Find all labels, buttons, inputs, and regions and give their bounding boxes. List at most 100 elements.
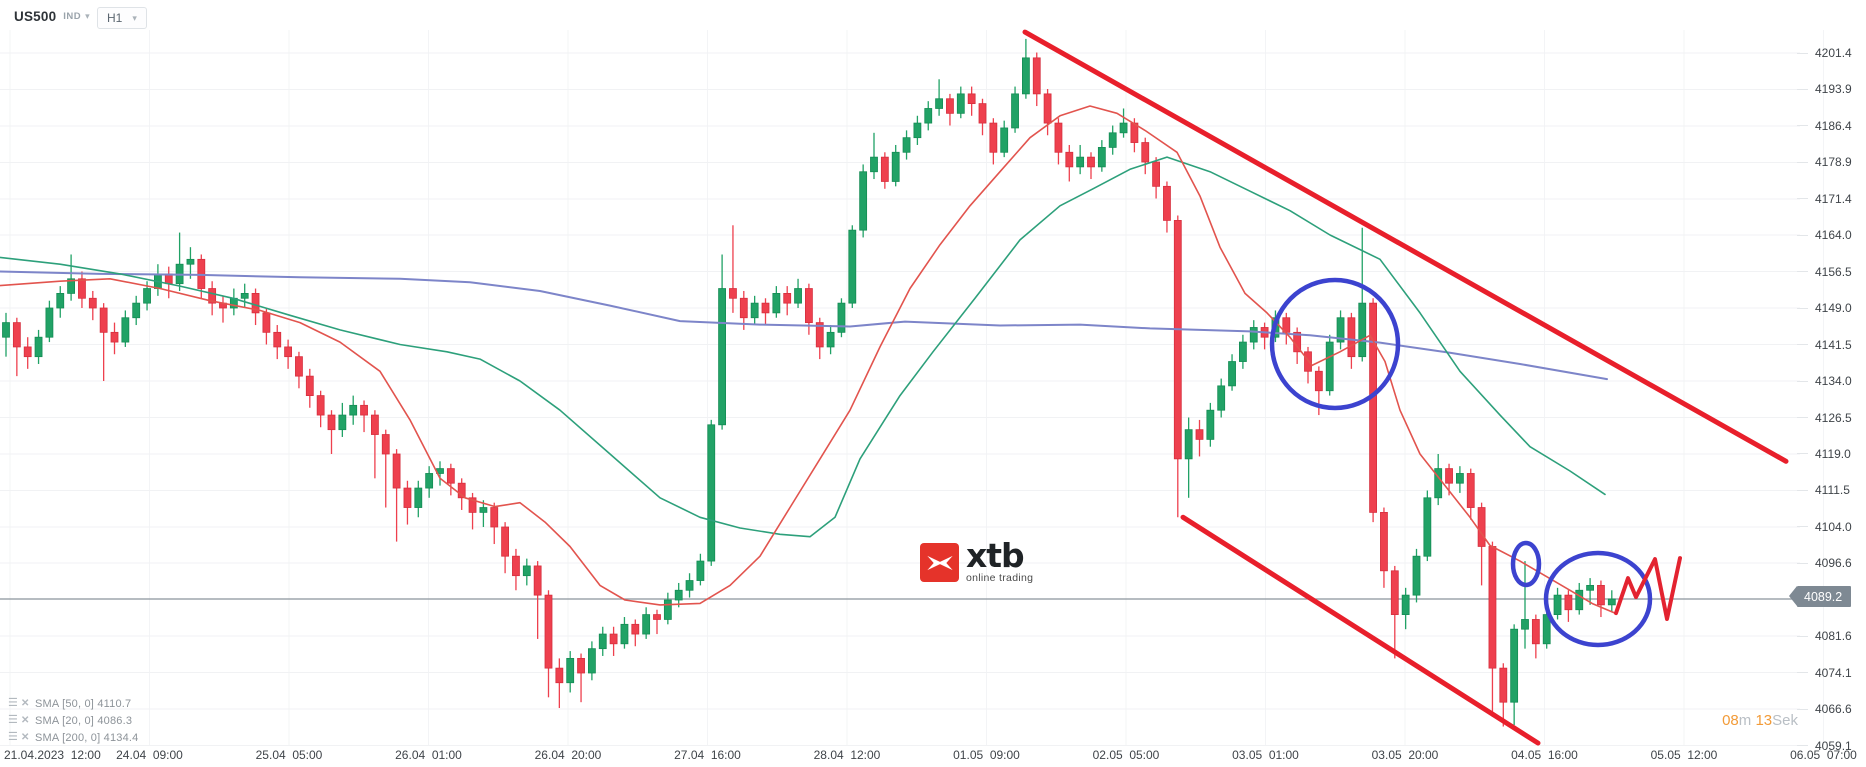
- candle-body: [1597, 584, 1605, 606]
- candle-body: [403, 487, 412, 508]
- candle-body: [880, 156, 889, 182]
- indicator-settings-icon[interactable]: ☰: [8, 731, 18, 743]
- time-axis[interactable]: 21.04.2023 12:00 24.04 09:00 25.04 05:00 26…: [0, 746, 1866, 767]
- candle-body: [1076, 156, 1085, 168]
- candle-body: [12, 322, 21, 348]
- candle: [99, 303, 108, 382]
- candle-body: [1423, 497, 1432, 557]
- indicator-remove-icon[interactable]: ✕: [21, 697, 30, 709]
- candle: [967, 86, 976, 116]
- candle-body: [663, 599, 672, 620]
- candle: [34, 329, 43, 364]
- candle: [1521, 561, 1529, 649]
- price-axis-label: 4059.1: [1815, 738, 1852, 753]
- price-axis-tick: [1797, 380, 1808, 382]
- candle-body: [392, 453, 401, 489]
- price-axis-tick: [1797, 417, 1808, 418]
- time-axis-label: 26.04 20:00: [534, 748, 602, 762]
- candle-body: [1521, 619, 1529, 630]
- candle-body: [327, 414, 336, 431]
- candle: [1564, 590, 1573, 622]
- candle-body: [1553, 594, 1562, 615]
- price-axis-label: 4141.5: [1815, 337, 1852, 352]
- time-axis-label: 03.05 01:00: [1232, 748, 1299, 762]
- candle-body: [544, 594, 553, 669]
- candle: [620, 617, 629, 649]
- price-axis[interactable]: 4201.4 4193.9 4186.4 4178.9 4171.4 4164.0 4156…: [1797, 0, 1866, 767]
- indicator-settings-icon[interactable]: ☰: [8, 714, 18, 726]
- price-axis-tick: [1797, 307, 1808, 309]
- time-axis-label: 21.04.2023 12:00: [4, 748, 101, 762]
- candle: [566, 651, 575, 693]
- candle-body: [240, 293, 249, 299]
- price-axis-tick: [1797, 88, 1808, 90]
- price-axis-tick: [1797, 271, 1808, 272]
- candle-body: [1000, 127, 1009, 153]
- candle: [1076, 144, 1085, 175]
- price-axis-label: 4156.5: [1815, 264, 1852, 279]
- candle: [251, 288, 260, 326]
- candle-body: [609, 633, 618, 645]
- candle-body: [1097, 147, 1106, 168]
- price-axis-label: 4074.1: [1815, 665, 1852, 680]
- candle-body: [718, 288, 726, 426]
- candle: [1510, 624, 1519, 726]
- candle: [1456, 466, 1464, 493]
- time-axis-label: 01.05 09:00: [953, 748, 1020, 762]
- price-axis-label: 4186.4: [1815, 118, 1852, 133]
- candle: [1488, 541, 1497, 717]
- price-axis-tick: [1797, 489, 1808, 491]
- time-axis-label: 02.05 05:00: [1092, 748, 1160, 762]
- candle: [1282, 312, 1291, 345]
- annotation-circle-1[interactable]: [1269, 277, 1401, 411]
- candle: [1575, 582, 1584, 615]
- price-axis-tick: [1797, 708, 1808, 710]
- candle-body: [826, 331, 835, 348]
- candle-body: [891, 151, 900, 182]
- candle: [273, 325, 282, 360]
- candle: [392, 449, 401, 542]
- candle: [729, 225, 737, 313]
- timeframe-selector[interactable]: H1 ▾: [97, 7, 147, 29]
- candle-body: [349, 404, 358, 416]
- indicator-settings-icon[interactable]: ☰: [8, 697, 18, 709]
- candle-body: [815, 322, 824, 348]
- candle: [902, 130, 911, 160]
- candle-body: [56, 293, 65, 309]
- candle-body: [1217, 385, 1226, 411]
- annotation-zigzag[interactable]: [1614, 556, 1682, 621]
- trendline-upper[interactable]: [1022, 29, 1789, 464]
- indicator-label: SMA [200, 0] 4134.4: [35, 731, 139, 744]
- candle-body: [772, 293, 781, 314]
- indicator-remove-icon[interactable]: ✕: [21, 714, 30, 726]
- indicator-remove-icon[interactable]: ✕: [21, 731, 30, 743]
- candle: [707, 419, 716, 566]
- candle: [946, 93, 954, 126]
- candle-body: [1022, 57, 1030, 95]
- candle: [1249, 320, 1258, 350]
- candle-body: [913, 122, 922, 139]
- candle-body: [1347, 317, 1356, 358]
- candle-body: [750, 302, 759, 319]
- indicator-label: SMA [20, 0] 4086.3: [35, 714, 133, 727]
- candle-body: [1477, 507, 1486, 547]
- indicator-legend: ☰ ✕ SMA [50, 0] 4110.7 ☰ ✕ SMA [20, 0] 4086.3…: [8, 695, 138, 746]
- candle: [598, 626, 607, 656]
- annotation-circle-3[interactable]: [1543, 550, 1653, 648]
- candle: [1097, 140, 1106, 172]
- price-axis-tick: [1797, 562, 1808, 564]
- symbol-selector[interactable]: US500 IND ▾: [14, 9, 90, 24]
- time-axis-label: 03.05 20:00: [1371, 748, 1439, 762]
- candle: [468, 492, 477, 530]
- annotation-circle-2[interactable]: [1510, 540, 1542, 588]
- candle-body: [653, 614, 661, 620]
- trendline-lower[interactable]: [1180, 514, 1541, 746]
- candle-body: [414, 487, 423, 508]
- candle-body: [1586, 584, 1594, 591]
- candle-body: [794, 288, 802, 304]
- candle-body: [1466, 473, 1475, 508]
- timeframe-label: H1: [107, 11, 123, 25]
- candle: [512, 548, 520, 591]
- chevron-down-icon: ▾: [132, 12, 137, 23]
